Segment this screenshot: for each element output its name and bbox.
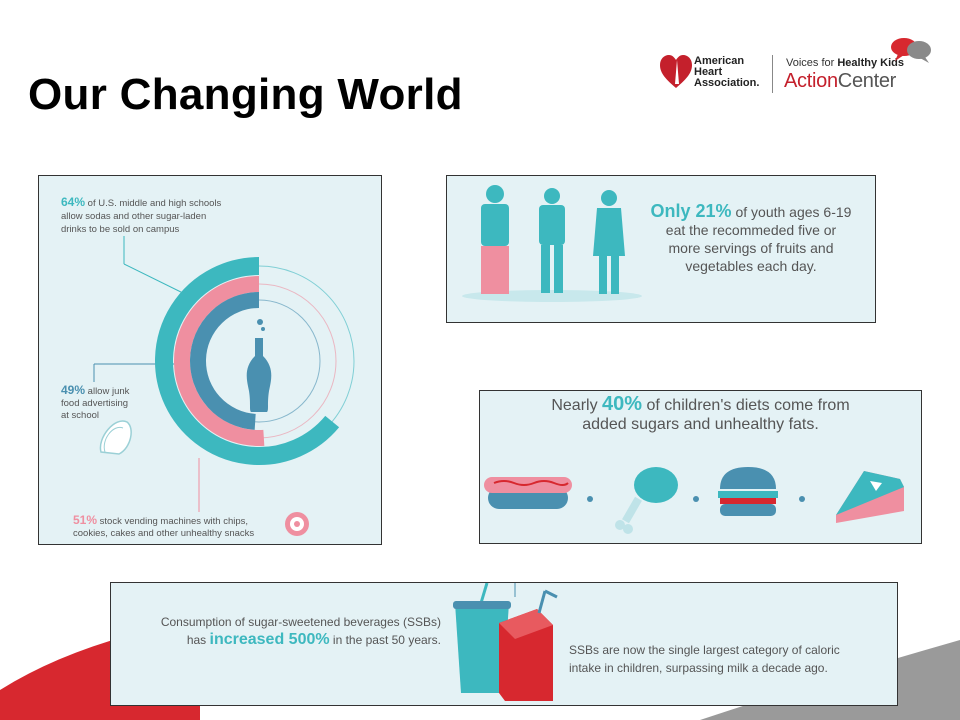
speech-bubbles-icon (891, 38, 931, 63)
drinks-icon (453, 583, 558, 701)
sugars-fats-panel: Nearly 40% of children's diets come from… (479, 390, 922, 544)
chicken-leg-icon (615, 467, 678, 534)
fruits-veg-line1: of youth ages 6-19 (731, 204, 852, 220)
ssb-left-line1: Consumption of sugar-sweetened beverages… (160, 615, 441, 629)
aha-line-3: Association. (694, 77, 760, 89)
stat-64-line1: of U.S. middle and high schools (85, 198, 222, 209)
ring-51-arc (174, 276, 265, 446)
stat-64-pct: 64% (61, 195, 86, 209)
aha-line-2: Heart (694, 66, 723, 78)
stat-49-line1: allow junk (85, 386, 130, 397)
ssb-right-line1: SSBs are now the single largest category… (569, 643, 840, 657)
ring-49-arc (190, 292, 260, 430)
stat-51-text: 51% stock vending machines with chips, c… (73, 514, 254, 540)
center-word: Center (837, 70, 897, 92)
ssb-panel: Consumption of sugar-sweetened beverages… (110, 582, 898, 706)
soda-bottle-icon (246, 319, 272, 412)
separator-dot (587, 496, 593, 502)
sugars-fats-text: Nearly 40% of children's diets come from… (480, 393, 921, 434)
burger-icon (718, 467, 778, 516)
fruits-vegetables-panel: Only 21% of youth ages 6-19 eat the reco… (446, 175, 876, 323)
school-stats-panel: 64% of U.S. middle and high schools allo… (38, 175, 382, 545)
pie-slice-icon (836, 471, 904, 523)
increased-500-pct: increased 500% (209, 631, 330, 648)
ssb-consumption-text: Consumption of sugar-sweetened beverages… (111, 613, 441, 649)
ssb-right-line2: intake in children, surpassing milk a de… (569, 661, 828, 675)
stat-51-line1: stock vending machines with chips, (97, 516, 249, 527)
voices-prefix: Voices for (786, 57, 838, 69)
stat-49-pct: 49% (61, 383, 86, 397)
aha-line-1: American (694, 55, 745, 67)
stat-49-line3: at school (61, 410, 100, 421)
stat-49-text: 49% allow junk food advertising at schoo… (61, 384, 129, 422)
hot-dog-icon (484, 477, 572, 509)
stat-64-line3: drinks to be sold on campus (61, 224, 180, 235)
heart-torch-icon (660, 55, 692, 88)
ssb-left-line2-a: has (186, 633, 210, 647)
stat-64-text: 64% of U.S. middle and high schools allo… (61, 196, 221, 236)
aha-logo: American Heart Association. (660, 52, 770, 92)
rings-chart (93, 236, 355, 536)
logo-divider (772, 55, 773, 93)
separator-dot (693, 496, 699, 502)
only-21-pct: Only 21% (650, 201, 732, 221)
action-center-wordmark: ActionCenter (784, 70, 896, 93)
fruits-veg-text: Only 21% of youth ages 6-19 eat the reco… (633, 202, 869, 275)
nearly-40-pct: 40% (602, 393, 643, 415)
junk-food-icons (484, 467, 904, 534)
sugars-line2: added sugars and unhealthy fats. (582, 416, 819, 433)
stat-64-line2: allow sodas and other sugar-laden (61, 211, 207, 222)
candy-icon (285, 512, 309, 536)
ssb-left-line2-c: in the past 50 years. (329, 633, 441, 647)
ring-64-arc (155, 257, 340, 465)
sugars-line1: of children's diets come from (642, 397, 850, 414)
fruits-veg-line3: more servings of fruits and (668, 240, 834, 256)
voices-tagline: Voices for Healthy Kids (786, 57, 904, 69)
fruits-veg-line2: eat the recommeded five or (665, 222, 837, 238)
fruits-veg-line4: vegetables each day. (685, 258, 817, 274)
voices-bold: Healthy Kids (837, 57, 904, 69)
action-word: Action (784, 70, 838, 92)
ssb-category-text: SSBs are now the single largest category… (569, 641, 840, 677)
nearly-word: Nearly (551, 397, 603, 414)
cookie-icon (99, 420, 132, 455)
stat-49-line2: food advertising (61, 398, 129, 409)
youth-silhouettes-icon (462, 185, 642, 302)
page-title: Our Changing World (28, 70, 463, 119)
stat-51-line2: cookies, cakes and other unhealthy snack… (73, 528, 255, 539)
separator-dot (799, 496, 805, 502)
stat-51-pct: 51% (73, 513, 98, 527)
